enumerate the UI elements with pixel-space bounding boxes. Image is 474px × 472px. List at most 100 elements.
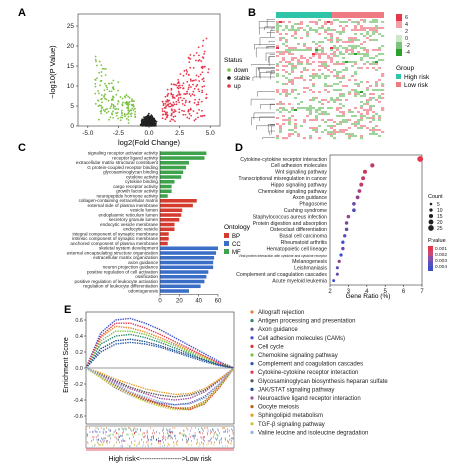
heatmap-cell (288, 39, 292, 42)
heatmap-cell (378, 39, 382, 42)
heatmap-cell (375, 57, 379, 60)
heatmap-cell (369, 135, 373, 138)
panel-label-a: A (18, 7, 26, 19)
heatmap-cell (285, 135, 289, 138)
heatmap-cell (300, 127, 304, 130)
heatmap-cell (351, 31, 355, 34)
heatmap-cell (357, 31, 361, 34)
heatmap-cell (333, 101, 337, 104)
heatmap-cell (294, 27, 298, 30)
heatmap-cell (375, 117, 379, 120)
go-bar-label: positive regulation of leukocyte activat… (74, 279, 158, 284)
volcano-point-down (98, 118, 100, 121)
heatmap-cell (300, 71, 304, 74)
heatmap-cell (363, 73, 367, 76)
heatmap-cell (348, 129, 352, 132)
heatmap-cell (324, 77, 328, 80)
heatmap-cell (327, 63, 331, 66)
heatmap-cell (354, 81, 358, 84)
volcano-point-down (95, 64, 98, 67)
heatmap-cell (360, 121, 364, 124)
heatmap-cell (309, 47, 313, 50)
heatmap-cell (381, 21, 385, 24)
heatmap-cell (366, 27, 370, 30)
heatmap-cell (312, 81, 316, 84)
heatmap-cell (321, 23, 325, 26)
heatmap-cell (345, 37, 349, 40)
heatmap-cell (324, 45, 328, 48)
heatmap-cell (369, 19, 373, 22)
heatmap-cell (351, 131, 355, 134)
heatmap-cell (366, 75, 370, 78)
heatmap-cell (357, 49, 361, 52)
heatmap-cell (366, 101, 370, 104)
heatmap-cell (336, 21, 340, 24)
heatmap-cell (288, 75, 292, 78)
heatmap-cell (333, 115, 337, 118)
heatmap-cell (324, 69, 328, 72)
heatmap-cell (348, 135, 352, 138)
heatmap-cell (297, 29, 301, 32)
go-bar (160, 256, 215, 260)
heatmap-cell (312, 41, 316, 44)
heatmap-cell (366, 43, 370, 46)
heatmap-cell (381, 83, 385, 86)
heatmap-cell (363, 21, 367, 24)
heatmap-cell (297, 31, 301, 34)
heatmap-cell (321, 133, 325, 136)
heatmap-cell (315, 109, 319, 112)
volcano-point-up (174, 115, 177, 118)
heatmap-cell (372, 69, 376, 72)
heatmap-cell (378, 57, 382, 60)
heatmap-cell (276, 111, 280, 114)
heatmap-cell (282, 63, 286, 66)
heatmap-cell (309, 51, 313, 54)
heatmap-cell (306, 89, 310, 92)
heatmap-cell (339, 43, 343, 46)
heatmap-cell (348, 137, 352, 140)
heatmap-cell (291, 135, 295, 138)
heatmap-cell (327, 137, 331, 140)
volcano-point-stable (148, 117, 151, 120)
heatmap-cell (315, 51, 319, 54)
volcano-point-down (104, 108, 107, 111)
heatmap-cell (336, 117, 340, 120)
volcano-point-down (94, 79, 97, 81)
volcano-point-down (126, 106, 128, 109)
heatmap-cell (372, 89, 376, 92)
heatmap-cell (282, 125, 286, 128)
heatmap-cell (288, 133, 292, 136)
heatmap-cell (348, 51, 352, 54)
volcano-point-up (177, 97, 180, 99)
heatmap-cell (357, 87, 361, 90)
kegg-size-legend-label: 20 (437, 220, 443, 226)
heatmap-cell (357, 23, 361, 26)
heatmap-cell (315, 23, 319, 26)
heatmap-cell (288, 77, 292, 80)
heatmap-cell (282, 33, 286, 36)
heatmap-cell (360, 103, 364, 106)
heatmap-cell (279, 117, 283, 120)
heatmap-cell (300, 49, 304, 52)
heatmap-cell (381, 133, 385, 136)
heatmap-cell (303, 49, 307, 52)
heatmap-cell (315, 47, 319, 50)
heatmap-cell (360, 83, 364, 86)
heatmap-cell (291, 137, 295, 140)
heatmap-cell (369, 29, 373, 32)
volcano-point-down (127, 122, 130, 124)
heatmap-cell (288, 59, 292, 62)
go-bar-label: cargo receptor activity (113, 184, 159, 189)
heatmap-cell (282, 79, 286, 82)
volcano-point-up (202, 80, 205, 83)
heatmap-cell (381, 45, 385, 48)
kegg-color-legend-tick: 0.004 (435, 264, 447, 270)
kegg-size-legend-label: 10 (437, 208, 443, 214)
heatmap-cell (309, 57, 313, 60)
heatmap-cell (303, 23, 307, 26)
go-legend-swatch-bp (224, 233, 229, 238)
heatmap-cell (339, 73, 343, 76)
heatmap-cell (324, 61, 328, 64)
gsea-legend-marker (250, 327, 254, 331)
heatmap-cell (303, 125, 307, 128)
